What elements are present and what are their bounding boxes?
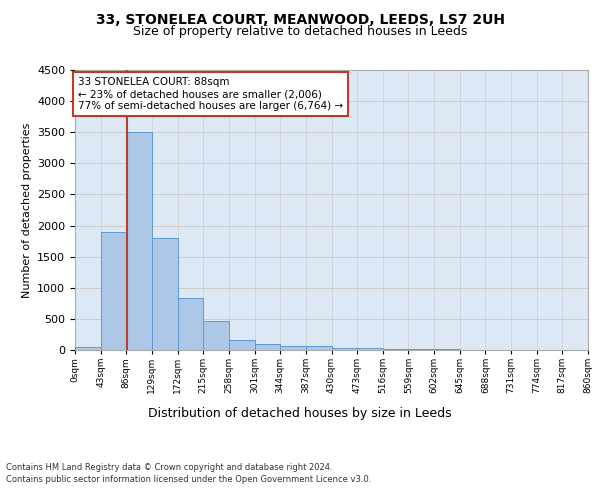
Bar [127,132,152,350]
Bar [101,232,127,350]
Bar [152,238,178,350]
Bar [331,348,357,350]
Bar [75,347,101,350]
Text: 33 STONELEA COURT: 88sqm
← 23% of detached houses are smaller (2,006)
77% of sem: 33 STONELEA COURT: 88sqm ← 23% of detach… [78,78,343,110]
Bar [409,349,434,350]
Bar [383,349,409,350]
Text: 33, STONELEA COURT, MEANWOOD, LEEDS, LS7 2UH: 33, STONELEA COURT, MEANWOOD, LEEDS, LS7… [95,12,505,26]
Text: Distribution of detached houses by size in Leeds: Distribution of detached houses by size … [148,408,452,420]
Bar [306,346,331,350]
Bar [280,346,306,350]
Bar [357,348,383,350]
Bar [229,340,254,350]
Text: Contains public sector information licensed under the Open Government Licence v3: Contains public sector information licen… [6,475,371,484]
Text: Size of property relative to detached houses in Leeds: Size of property relative to detached ho… [133,25,467,38]
Text: Contains HM Land Registry data © Crown copyright and database right 2024.: Contains HM Land Registry data © Crown c… [6,462,332,471]
Bar [203,322,229,350]
Bar [178,298,203,350]
Y-axis label: Number of detached properties: Number of detached properties [22,122,32,298]
Bar [254,344,280,350]
